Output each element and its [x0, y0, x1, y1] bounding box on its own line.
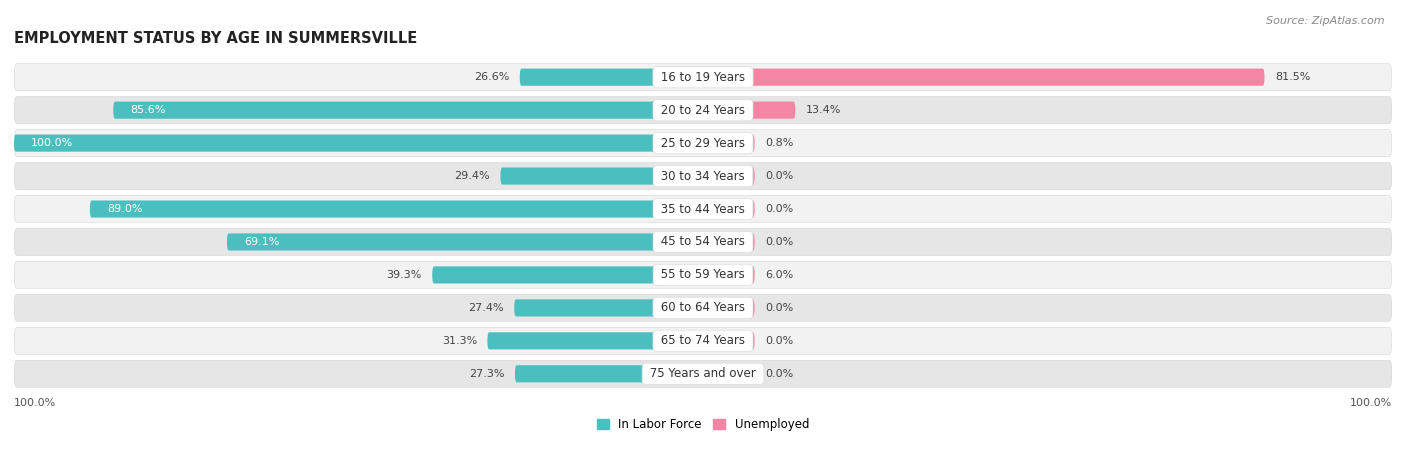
FancyBboxPatch shape [515, 365, 703, 382]
Text: 6.0%: 6.0% [765, 270, 793, 280]
FancyBboxPatch shape [14, 162, 1392, 189]
Text: 27.3%: 27.3% [470, 369, 505, 379]
Text: 35 to 44 Years: 35 to 44 Years [657, 202, 749, 216]
Text: 27.4%: 27.4% [468, 303, 503, 313]
FancyBboxPatch shape [703, 267, 755, 284]
Text: 75 Years and over: 75 Years and over [647, 367, 759, 380]
Text: 0.0%: 0.0% [765, 369, 793, 379]
Text: 25 to 29 Years: 25 to 29 Years [657, 137, 749, 150]
Text: 55 to 59 Years: 55 to 59 Years [657, 268, 749, 281]
FancyBboxPatch shape [14, 360, 1392, 387]
Text: 100.0%: 100.0% [31, 138, 73, 148]
FancyBboxPatch shape [14, 129, 1392, 156]
FancyBboxPatch shape [14, 262, 1392, 289]
FancyBboxPatch shape [703, 299, 755, 317]
Text: 85.6%: 85.6% [131, 105, 166, 115]
FancyBboxPatch shape [14, 64, 1392, 91]
Text: 89.0%: 89.0% [107, 204, 142, 214]
Text: 26.6%: 26.6% [474, 72, 509, 82]
Text: 29.4%: 29.4% [454, 171, 491, 181]
Text: 0.8%: 0.8% [765, 138, 793, 148]
FancyBboxPatch shape [520, 69, 703, 86]
FancyBboxPatch shape [114, 101, 703, 119]
Text: 0.0%: 0.0% [765, 303, 793, 313]
FancyBboxPatch shape [703, 101, 796, 119]
Text: 0.0%: 0.0% [765, 204, 793, 214]
FancyBboxPatch shape [703, 200, 755, 217]
Legend: In Labor Force, Unemployed: In Labor Force, Unemployed [592, 413, 814, 436]
FancyBboxPatch shape [703, 167, 755, 184]
FancyBboxPatch shape [703, 365, 755, 382]
FancyBboxPatch shape [432, 267, 703, 284]
FancyBboxPatch shape [226, 234, 703, 251]
Text: 81.5%: 81.5% [1275, 72, 1310, 82]
Text: 0.0%: 0.0% [765, 336, 793, 346]
Text: 20 to 24 Years: 20 to 24 Years [657, 104, 749, 117]
FancyBboxPatch shape [703, 69, 1264, 86]
FancyBboxPatch shape [14, 97, 1392, 124]
Text: 30 to 34 Years: 30 to 34 Years [657, 170, 749, 183]
Text: 100.0%: 100.0% [14, 397, 56, 408]
FancyBboxPatch shape [90, 200, 703, 217]
FancyBboxPatch shape [488, 332, 703, 350]
FancyBboxPatch shape [703, 332, 755, 350]
Text: 0.0%: 0.0% [765, 171, 793, 181]
FancyBboxPatch shape [703, 134, 755, 152]
FancyBboxPatch shape [515, 299, 703, 317]
FancyBboxPatch shape [14, 229, 1392, 255]
Text: 60 to 64 Years: 60 to 64 Years [657, 301, 749, 314]
Text: 100.0%: 100.0% [1350, 397, 1392, 408]
Text: EMPLOYMENT STATUS BY AGE IN SUMMERSVILLE: EMPLOYMENT STATUS BY AGE IN SUMMERSVILLE [14, 31, 418, 46]
FancyBboxPatch shape [14, 295, 1392, 322]
Text: 39.3%: 39.3% [387, 270, 422, 280]
FancyBboxPatch shape [703, 234, 755, 251]
FancyBboxPatch shape [501, 167, 703, 184]
Text: 13.4%: 13.4% [806, 105, 841, 115]
Text: 31.3%: 31.3% [441, 336, 477, 346]
Text: Source: ZipAtlas.com: Source: ZipAtlas.com [1267, 16, 1385, 26]
Text: 65 to 74 Years: 65 to 74 Years [657, 334, 749, 347]
Text: 45 to 54 Years: 45 to 54 Years [657, 235, 749, 249]
Text: 16 to 19 Years: 16 to 19 Years [657, 71, 749, 84]
FancyBboxPatch shape [14, 195, 1392, 222]
FancyBboxPatch shape [14, 327, 1392, 354]
Text: 0.0%: 0.0% [765, 237, 793, 247]
Text: 69.1%: 69.1% [245, 237, 280, 247]
FancyBboxPatch shape [14, 134, 703, 152]
